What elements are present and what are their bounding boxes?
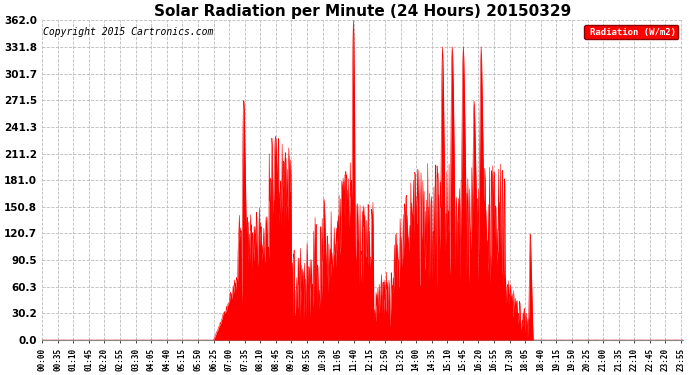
Legend: Radiation (W/m2): Radiation (W/m2) [584,25,678,39]
Text: Copyright 2015 Cartronics.com: Copyright 2015 Cartronics.com [43,27,214,37]
Title: Solar Radiation per Minute (24 Hours) 20150329: Solar Radiation per Minute (24 Hours) 20… [154,4,571,19]
